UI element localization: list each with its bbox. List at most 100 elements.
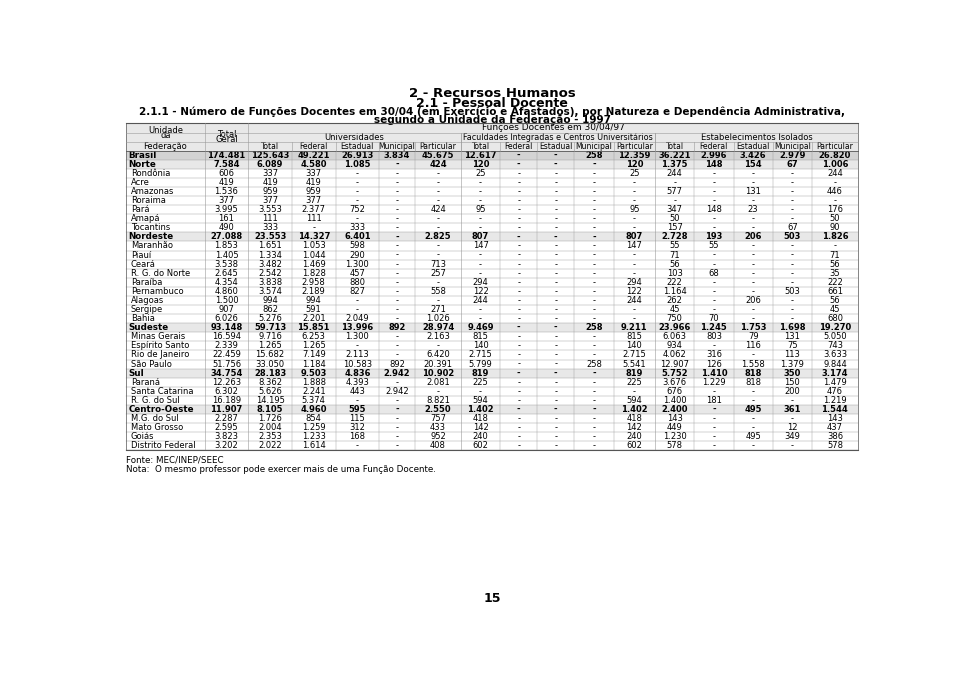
Text: -: - [396,224,398,233]
Text: -: - [479,305,482,314]
Text: Unidade: Unidade [148,126,183,135]
Text: Fonte: MEC/INEP/SEEC: Fonte: MEC/INEP/SEEC [126,456,224,465]
Text: 337: 337 [262,169,278,178]
Text: 743: 743 [827,342,843,351]
Bar [126,396,858,405]
Text: 290: 290 [349,250,365,259]
Bar [126,187,858,196]
Text: -: - [356,169,359,178]
Text: 6.063: 6.063 [662,333,686,342]
Text: -: - [517,187,520,196]
Text: -: - [554,423,558,432]
Text: -: - [437,178,440,187]
Text: -: - [396,305,398,314]
Text: 803: 803 [706,333,722,342]
Text: 4.960: 4.960 [300,405,327,414]
Text: -: - [791,214,794,223]
Text: 2.287: 2.287 [215,414,238,423]
Text: -: - [752,259,755,268]
Text: -: - [592,224,595,233]
Text: 2.022: 2.022 [258,442,282,451]
Text: 437: 437 [827,423,843,432]
Text: -: - [592,287,595,296]
Text: 419: 419 [262,178,278,187]
Text: -: - [633,178,636,187]
Text: -: - [592,296,595,305]
Text: -: - [712,287,715,296]
Text: -: - [592,241,595,250]
Text: 125.643: 125.643 [251,150,289,159]
Text: 2.201: 2.201 [302,314,325,323]
Text: 312: 312 [349,423,366,432]
Text: -: - [437,241,440,250]
Text: -: - [592,342,595,351]
Text: 262: 262 [666,296,683,305]
Text: -: - [592,387,595,396]
Text: 377: 377 [305,196,322,205]
Text: Particular: Particular [420,142,456,151]
Text: 28.183: 28.183 [254,368,286,377]
Text: 95: 95 [475,205,486,214]
Text: 476: 476 [827,387,843,396]
Bar [126,214,858,224]
Text: 75: 75 [787,342,798,351]
Text: 2.728: 2.728 [661,233,688,241]
Text: 12.359: 12.359 [618,150,651,159]
Text: -: - [517,259,520,268]
Text: -: - [791,250,794,259]
Text: -: - [479,314,482,323]
Text: Tocantins: Tocantins [131,224,170,233]
Text: -: - [592,214,595,223]
Text: -: - [479,224,482,233]
Bar [126,196,858,205]
Text: -: - [673,178,676,187]
Text: -: - [396,214,398,223]
Text: Estadual: Estadual [341,142,374,151]
Text: Sudeste: Sudeste [129,323,169,333]
Text: 661: 661 [827,287,843,296]
Text: 3.202: 3.202 [215,442,238,451]
Text: 1.006: 1.006 [822,159,848,168]
Text: 815: 815 [472,333,489,342]
Text: -: - [554,150,558,159]
Text: 752: 752 [349,205,366,214]
Text: 16.189: 16.189 [212,396,241,405]
Text: -: - [517,432,520,442]
Text: 9.469: 9.469 [468,323,493,333]
Text: -: - [833,241,836,250]
Text: 4.836: 4.836 [344,368,371,377]
Text: -: - [554,359,558,368]
Text: -: - [479,214,482,223]
Text: Bahia: Bahia [131,314,155,323]
Text: 8.821: 8.821 [426,396,450,405]
Text: 3.482: 3.482 [258,259,282,268]
Text: 8.105: 8.105 [257,405,283,414]
Text: -: - [437,196,440,205]
Bar [126,233,858,241]
Bar [126,259,858,268]
Text: 959: 959 [306,187,322,196]
Text: -: - [673,196,676,205]
Text: -: - [592,259,595,268]
Text: 206: 206 [744,233,762,241]
Text: 11.907: 11.907 [210,405,243,414]
Text: -: - [791,169,794,178]
Text: -: - [356,178,359,187]
Text: 181: 181 [706,396,722,405]
Text: -: - [712,278,715,287]
Text: 51.756: 51.756 [212,359,241,368]
Text: 142: 142 [627,423,642,432]
Text: 446: 446 [827,187,843,196]
Text: -: - [554,268,558,277]
Text: 68: 68 [708,268,719,277]
Text: -: - [791,278,794,287]
Text: -: - [396,178,398,187]
Text: 495: 495 [745,432,761,442]
Text: 56: 56 [829,259,840,268]
Text: 418: 418 [472,414,489,423]
Text: 503: 503 [783,233,801,241]
Text: 3.426: 3.426 [740,150,766,159]
Text: 122: 122 [627,287,642,296]
Text: 333: 333 [262,224,278,233]
Text: 15.851: 15.851 [298,323,330,333]
